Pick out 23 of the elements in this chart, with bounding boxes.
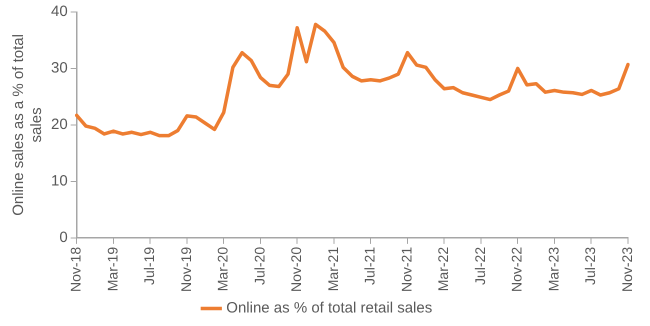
x-tick-label: Mar-22 — [435, 246, 452, 292]
x-tick-label: Mar-20 — [214, 246, 231, 292]
x-tick-label: Nov-23 — [618, 246, 635, 292]
x-tick-label: Nov-22 — [508, 246, 525, 292]
x-tick-label: Mar-21 — [324, 246, 341, 292]
x-tick-label: Nov-18 — [68, 246, 84, 292]
legend-label: Online as % of total retail sales — [226, 300, 432, 317]
y-tick-label: 10 — [50, 172, 68, 190]
x-tick-label: Jul-19 — [141, 246, 158, 286]
x-tick-label: Nov-19 — [178, 246, 194, 292]
y-tick-label: 0 — [59, 229, 68, 246]
x-tick-label: Jul-21 — [362, 246, 378, 286]
y-tick-label: 40 — [50, 3, 68, 20]
x-tick-label: Mar-19 — [104, 246, 120, 292]
x-tick-label: Jul-23 — [582, 246, 598, 286]
x-tick-label: Nov-21 — [398, 246, 414, 292]
x-tick-label: Jul-20 — [251, 246, 268, 286]
x-tick-label: Mar-23 — [545, 246, 562, 292]
x-tick-label: Nov-20 — [288, 246, 304, 292]
x-tick-label: Jul-22 — [472, 246, 488, 286]
y-tick-label: 20 — [50, 116, 68, 134]
y-axis-title: Online sales as a % of total sales — [10, 34, 46, 216]
y-tick-label: 30 — [50, 60, 68, 77]
